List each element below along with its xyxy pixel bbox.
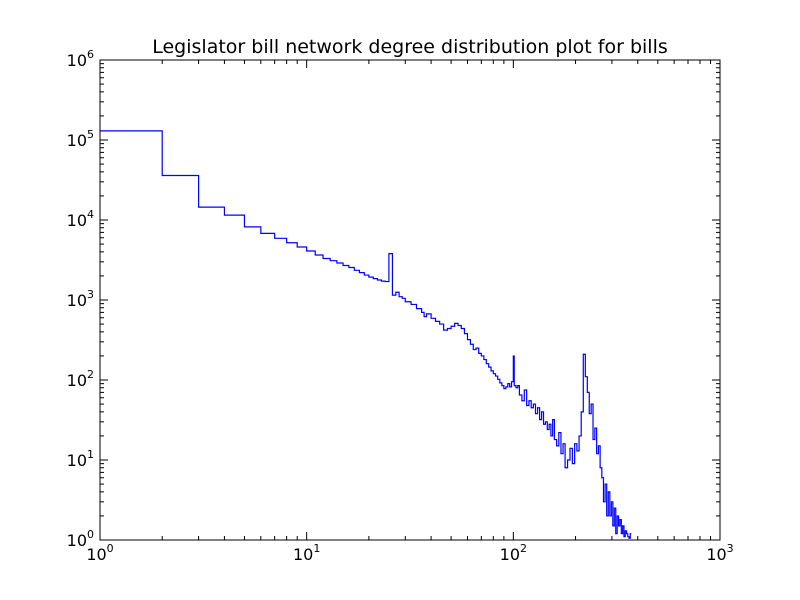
series-layer [100, 130, 632, 539]
x-tick-label-1: 101 [293, 542, 320, 564]
y-tick-label-0: 100 [67, 528, 94, 550]
y-tick-label-5: 105 [67, 128, 94, 150]
x-tick-label-0: 100 [86, 542, 113, 564]
chart-title: Legislator bill network degree distribut… [152, 36, 668, 58]
series-line-0 [100, 130, 632, 539]
x-tick-label-3: 103 [706, 542, 733, 564]
x-tick-label-2: 102 [500, 542, 527, 564]
y-tick-label-4: 104 [67, 208, 94, 230]
y-tick-label-6: 106 [67, 48, 94, 70]
tick-layer: 100 101 102 103 100 101 102 103 104 105 106 [67, 48, 734, 564]
y-tick-label-3: 103 [67, 288, 94, 310]
y-tick-label-1: 101 [67, 448, 94, 470]
y-tick-label-2: 102 [67, 368, 94, 390]
